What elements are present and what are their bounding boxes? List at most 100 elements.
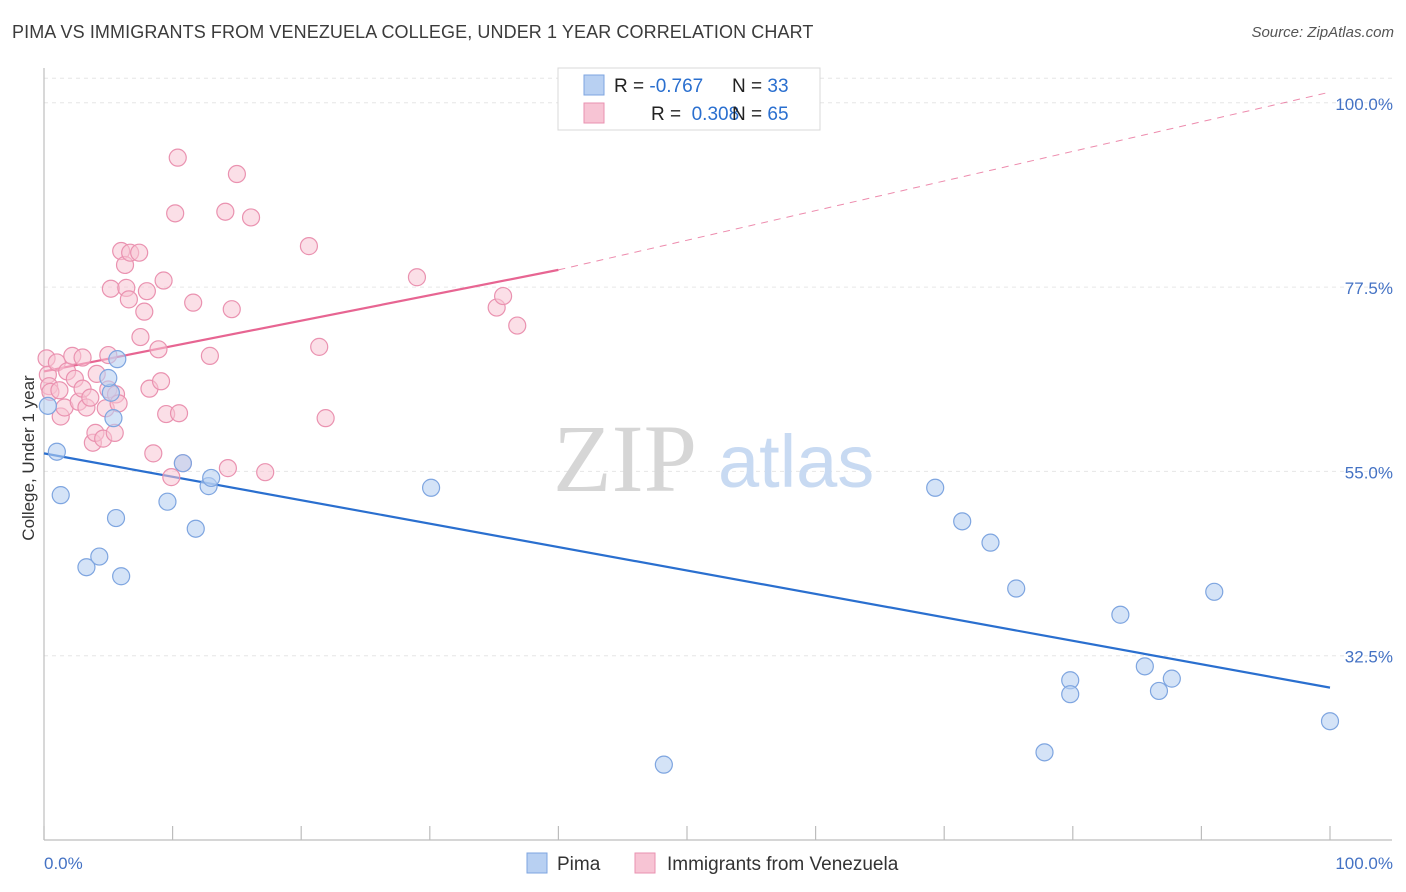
point-venezuela-55 bbox=[299, 237, 319, 256]
point-venezuela-34 bbox=[135, 302, 154, 321]
point-venezuela-33 bbox=[131, 327, 150, 347]
svg-text:N = 33: N = 33 bbox=[732, 76, 789, 97]
point-venezuela-56 bbox=[310, 337, 329, 356]
point-venezuela-57 bbox=[316, 409, 335, 428]
y-tick-label-0: 100.0% bbox=[1335, 95, 1393, 114]
point-pima-15 bbox=[202, 468, 221, 488]
legend-r-value-pima: -0.767 bbox=[649, 76, 703, 97]
point-venezuela-35 bbox=[137, 282, 156, 301]
legend-bottom-swatch-venezuela bbox=[634, 852, 656, 874]
x-tick-label-0: 0.0% bbox=[44, 854, 83, 873]
legend-swatch-venezuela bbox=[583, 102, 605, 124]
legend-r-label-pima: R = bbox=[614, 76, 649, 97]
point-pima-19 bbox=[953, 512, 972, 531]
point-pima-0 bbox=[38, 396, 57, 415]
trend-line-venezuela-extension bbox=[558, 91, 1331, 271]
point-pima-2 bbox=[51, 486, 70, 505]
y-tick-label-2: 55.0% bbox=[1345, 463, 1393, 482]
svg-text:R = 0.308: R = 0.308 bbox=[614, 104, 766, 125]
point-venezuela-47 bbox=[184, 293, 203, 312]
point-venezuela-51 bbox=[222, 300, 241, 319]
point-venezuela-42 bbox=[162, 468, 181, 487]
point-venezuela-39 bbox=[151, 372, 171, 391]
point-pima-7 bbox=[104, 409, 123, 428]
point-pima-18 bbox=[926, 478, 945, 497]
y-tick-labels: 100.0% 77.5% 55.0% 32.5% bbox=[1335, 95, 1393, 667]
point-pima-28 bbox=[1162, 669, 1181, 688]
grid-lines bbox=[44, 77, 1392, 657]
legend-bottom-swatch-pima bbox=[526, 852, 548, 874]
point-pima-11 bbox=[158, 492, 177, 511]
point-pima-13 bbox=[186, 519, 205, 538]
point-pima-4 bbox=[90, 547, 109, 566]
legend-r-label-venezuela: R = bbox=[651, 104, 686, 125]
svg-text:N = 65: N = 65 bbox=[732, 104, 789, 125]
legend-bottom-label-pima: Pima bbox=[557, 854, 601, 875]
point-venezuela-40 bbox=[154, 271, 173, 290]
point-pima-29 bbox=[1205, 582, 1224, 601]
point-pima-17 bbox=[654, 755, 673, 774]
point-venezuela-15 bbox=[81, 388, 100, 407]
watermark-zip: ZIP bbox=[553, 405, 697, 512]
source-label: Source: ZipAtlas.com bbox=[1251, 24, 1394, 41]
point-venezuela-61 bbox=[508, 316, 527, 335]
point-venezuela-54 bbox=[256, 463, 275, 482]
point-pima-30 bbox=[1320, 712, 1340, 731]
point-venezuela-44 bbox=[169, 404, 189, 423]
point-pima-25 bbox=[1111, 605, 1130, 624]
point-pima-8 bbox=[106, 508, 126, 528]
point-venezuela-38 bbox=[149, 340, 168, 359]
point-venezuela-13 bbox=[73, 348, 92, 367]
svg-text:R = -0.767: R = -0.767 bbox=[614, 76, 703, 97]
point-pima-27 bbox=[1149, 681, 1169, 701]
legend-r-value-venezuela: 0.308 bbox=[686, 104, 739, 125]
point-pima-9 bbox=[108, 350, 127, 369]
legend-n-value-pima: 33 bbox=[767, 76, 788, 97]
legend-n-label-venezuela: N = bbox=[732, 104, 767, 125]
point-pima-26 bbox=[1135, 657, 1154, 676]
x-tick-labels: 0.0% 100.0% bbox=[44, 854, 1393, 873]
y-tick-label-3: 32.5% bbox=[1345, 648, 1393, 667]
legend-n-label-pima: N = bbox=[732, 76, 767, 97]
point-venezuela-45 bbox=[168, 148, 187, 167]
point-venezuela-26 bbox=[101, 279, 120, 298]
legend-bottom-label-venezuela: Immigrants from Venezuela bbox=[667, 854, 899, 875]
point-pima-6 bbox=[99, 368, 118, 388]
watermark: ZIP atlas bbox=[553, 405, 874, 512]
point-venezuela-48 bbox=[200, 346, 219, 365]
point-venezuela-52 bbox=[227, 164, 246, 184]
point-venezuela-53 bbox=[241, 208, 261, 227]
y-tick-label-1: 77.5% bbox=[1345, 279, 1393, 298]
point-venezuela-32 bbox=[130, 243, 149, 262]
point-venezuela-60 bbox=[494, 286, 513, 306]
point-pima-5 bbox=[101, 383, 120, 402]
legend-top: R = -0.767 N = 33 R = 0.308 N = 65 bbox=[557, 67, 821, 131]
trend-line-venezuela bbox=[43, 268, 559, 373]
point-venezuela-5 bbox=[50, 381, 69, 400]
point-pima-21 bbox=[1007, 579, 1026, 598]
point-venezuela-30 bbox=[119, 290, 138, 309]
watermark-atlas: atlas bbox=[718, 420, 874, 503]
point-pima-12 bbox=[173, 454, 192, 473]
x-tick-label-1: 100.0% bbox=[1335, 854, 1393, 873]
legend-bottom: Pima Immigrants from Venezuela bbox=[526, 852, 899, 875]
point-pima-24 bbox=[1035, 743, 1054, 762]
point-pima-10 bbox=[112, 567, 131, 586]
point-venezuela-43 bbox=[166, 204, 185, 223]
point-venezuela-49 bbox=[216, 202, 235, 221]
point-pima-20 bbox=[981, 533, 1000, 552]
trend-line-pima bbox=[43, 452, 1331, 689]
legend-n-value-venezuela: 65 bbox=[767, 104, 788, 125]
point-venezuela-50 bbox=[218, 459, 237, 478]
chart-title: PIMA VS IMMIGRANTS FROM VENEZUELA COLLEG… bbox=[12, 22, 814, 42]
point-pima-16 bbox=[421, 478, 441, 497]
point-pima-3 bbox=[77, 558, 96, 577]
y-axis-title: College, Under 1 year bbox=[19, 375, 38, 541]
point-venezuela-37 bbox=[144, 444, 163, 463]
point-venezuela-58 bbox=[407, 268, 427, 287]
trend-lines bbox=[43, 91, 1331, 689]
point-pima-23 bbox=[1061, 685, 1080, 704]
legend-swatch-pima bbox=[583, 74, 605, 96]
data-points bbox=[37, 148, 1340, 774]
